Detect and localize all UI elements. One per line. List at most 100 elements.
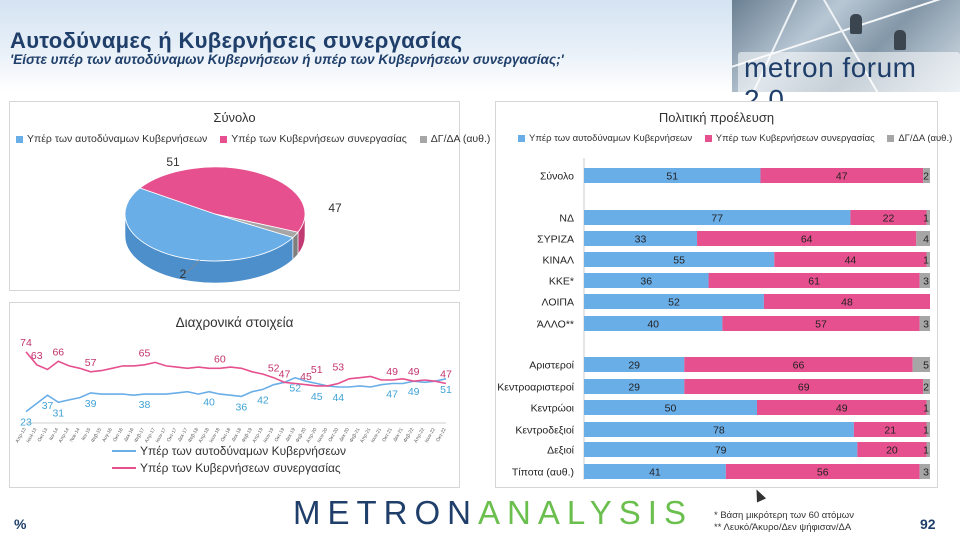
bar-segment [926, 400, 930, 415]
pie-title: Σύνολο [213, 110, 256, 125]
bar-category-label: Δεξιοί [547, 445, 575, 457]
legend-item: Υπέρ των αυτοδύναμων Κυβερνήσεων [16, 133, 207, 145]
legend-swatch-pink [704, 135, 712, 142]
trend-title: Διαχρονικά στοιχεία [175, 315, 294, 330]
bar-category-label: ΚΙΝΑΛ [542, 255, 574, 267]
bar-value-label: 50 [665, 403, 677, 415]
bar-category-label: Κεντροδεξιοί [515, 425, 574, 437]
footnote-small-base: * Βάση μικρότερη των 60 ατόμων [714, 510, 854, 521]
bar-value-label: 1 [923, 213, 929, 225]
trend-pink-value-label: 60 [214, 353, 226, 365]
legend-item: Υπέρ των Κυβερνήσεων συνεργασίας [704, 133, 875, 144]
trend-x-tick-label: Ιαν-14 [48, 427, 60, 442]
mouse-cursor-icon [751, 487, 767, 503]
political-origin-panel: Πολιτική προέλευση Υπέρ των αυτοδύναμων … [495, 101, 952, 488]
bar-segment [708, 273, 920, 288]
trend-blue-value-label: 40 [203, 397, 215, 409]
bar-value-label: 66 [793, 360, 805, 372]
bar-segment [584, 168, 761, 183]
pie-slice [124, 187, 294, 262]
bar-category-label: ΛΟΙΠΑ [542, 297, 574, 309]
bar-value-label: 22 [883, 213, 895, 225]
trend-pink-value-label: 53 [332, 361, 344, 373]
trend-x-tick-label: Ιαν-15 [80, 427, 92, 442]
bar-value-label: 3 [923, 276, 929, 288]
page-subtitle: 'Είστε υπέρ των αυτοδύναμων Κυβερνήσεων … [10, 52, 564, 67]
bar-segment [725, 464, 920, 479]
trend-pink-value-label: 51 [311, 364, 323, 376]
metron-analysis-logo: METRONANALYSIS [293, 494, 693, 532]
bar-value-label: 2 [923, 171, 929, 183]
bar-value-label: 3 [923, 467, 929, 479]
trend-x-tick-label: Ιουν-21 [370, 427, 383, 444]
trend-pink-value-label: 47 [440, 369, 452, 381]
bar-segment [923, 168, 930, 183]
bar-value-label: 57 [815, 319, 827, 331]
bar-value-label: 52 [668, 297, 680, 309]
bar-value-label: 2 [923, 382, 929, 394]
bar-category-label: Κεντροαριστεροί [497, 382, 574, 394]
legend-label: Υπέρ των αυτοδύναμων Κυβερνήσεων [27, 133, 208, 145]
brand-word-metron: METRON [293, 494, 478, 531]
bar-value-label: 41 [649, 467, 661, 479]
trend-blue-value-label: 39 [85, 398, 97, 410]
bar-title: Πολιτική προέλευση [658, 110, 775, 125]
bar-segment [774, 252, 927, 267]
bar-value-label: 77 [711, 213, 723, 225]
bar-segment [584, 357, 685, 372]
bar-segment [919, 273, 930, 288]
bar-value-label: 33 [635, 234, 647, 246]
trend-x-tick-label: Ιουν-17 [155, 427, 168, 444]
trend-blue-value-label: 49 [408, 386, 420, 398]
bar-segment [584, 400, 757, 415]
trend-pink-value-label: 74 [20, 337, 32, 349]
trend-legend-label: Υπέρ των Κυβερνήσεων συνεργασίας [140, 461, 341, 475]
bar-segment [926, 210, 930, 225]
total-pie-panel: Σύνολο Υπέρ των αυτοδύναμων Κυβερνήσεων … [9, 101, 490, 291]
bar-category-label: Τίποτα (αυθ.) [512, 467, 574, 479]
bar-value-label: 21 [884, 425, 896, 437]
bar-segment [850, 210, 927, 225]
page-title: Αυτοδύναμες ή Κυβερνήσεις συνεργασίας [10, 28, 463, 53]
trend-pink-value-label: 66 [52, 346, 64, 358]
bar-segment [584, 294, 764, 309]
trend-line-blue [25, 376, 447, 413]
bar-segment [722, 316, 920, 331]
pie-value-label: 2 [180, 267, 187, 281]
trend-pink-value-label: 49 [386, 366, 398, 378]
trend-pink-value-label: 49 [408, 366, 420, 378]
legend-label: Υπέρ των Κυβερνήσεων συνεργασίας [715, 133, 875, 144]
bar-category-label: Αριστεροί [529, 360, 574, 372]
bar-value-label: 5 [923, 360, 929, 372]
bar-segment [853, 422, 927, 437]
trend-x-tick-label: Ιουλ-13 [25, 427, 38, 444]
bar-segment [857, 442, 927, 457]
bar-value-label: 47 [836, 171, 848, 183]
bar-legend: Υπέρ των αυτοδύναμων Κυβερνήσεων Υπέρ τω… [518, 133, 960, 145]
trend-x-tick-label: Ιουν-22 [424, 427, 437, 444]
bar-value-label: 64 [801, 234, 813, 246]
bar-value-label: 49 [836, 403, 848, 415]
bar-segment [926, 252, 930, 267]
bar-category-label: Σύνολο [540, 171, 574, 183]
trend-blue-value-label: 31 [52, 407, 64, 419]
bar-segment [923, 379, 930, 394]
bar-segment [697, 231, 917, 246]
trend-x-tick-label: Νοε-14 [69, 427, 82, 443]
bar-value-label: 79 [715, 445, 727, 457]
bar-value-label: 29 [628, 382, 640, 394]
trend-blue-value-label: 37 [42, 400, 54, 412]
trend-blue-value-label: 23 [20, 417, 32, 429]
trend-blue-value-label: 51 [440, 384, 452, 396]
bar-value-label: 1 [923, 255, 929, 267]
legend-swatch-blue [518, 135, 525, 142]
bar-segment [584, 464, 726, 479]
bar-segment [916, 231, 930, 246]
legend-label: Υπέρ των αυτοδύναμων Κυβερνήσεων [529, 133, 693, 144]
trend-blue-value-label: 42 [257, 394, 269, 406]
legend-swatch-grey [887, 135, 895, 142]
legend-item: Υπέρ των Κυβερνήσεων συνεργασίας [220, 133, 407, 145]
trend-pink-value-label: 63 [31, 350, 43, 362]
